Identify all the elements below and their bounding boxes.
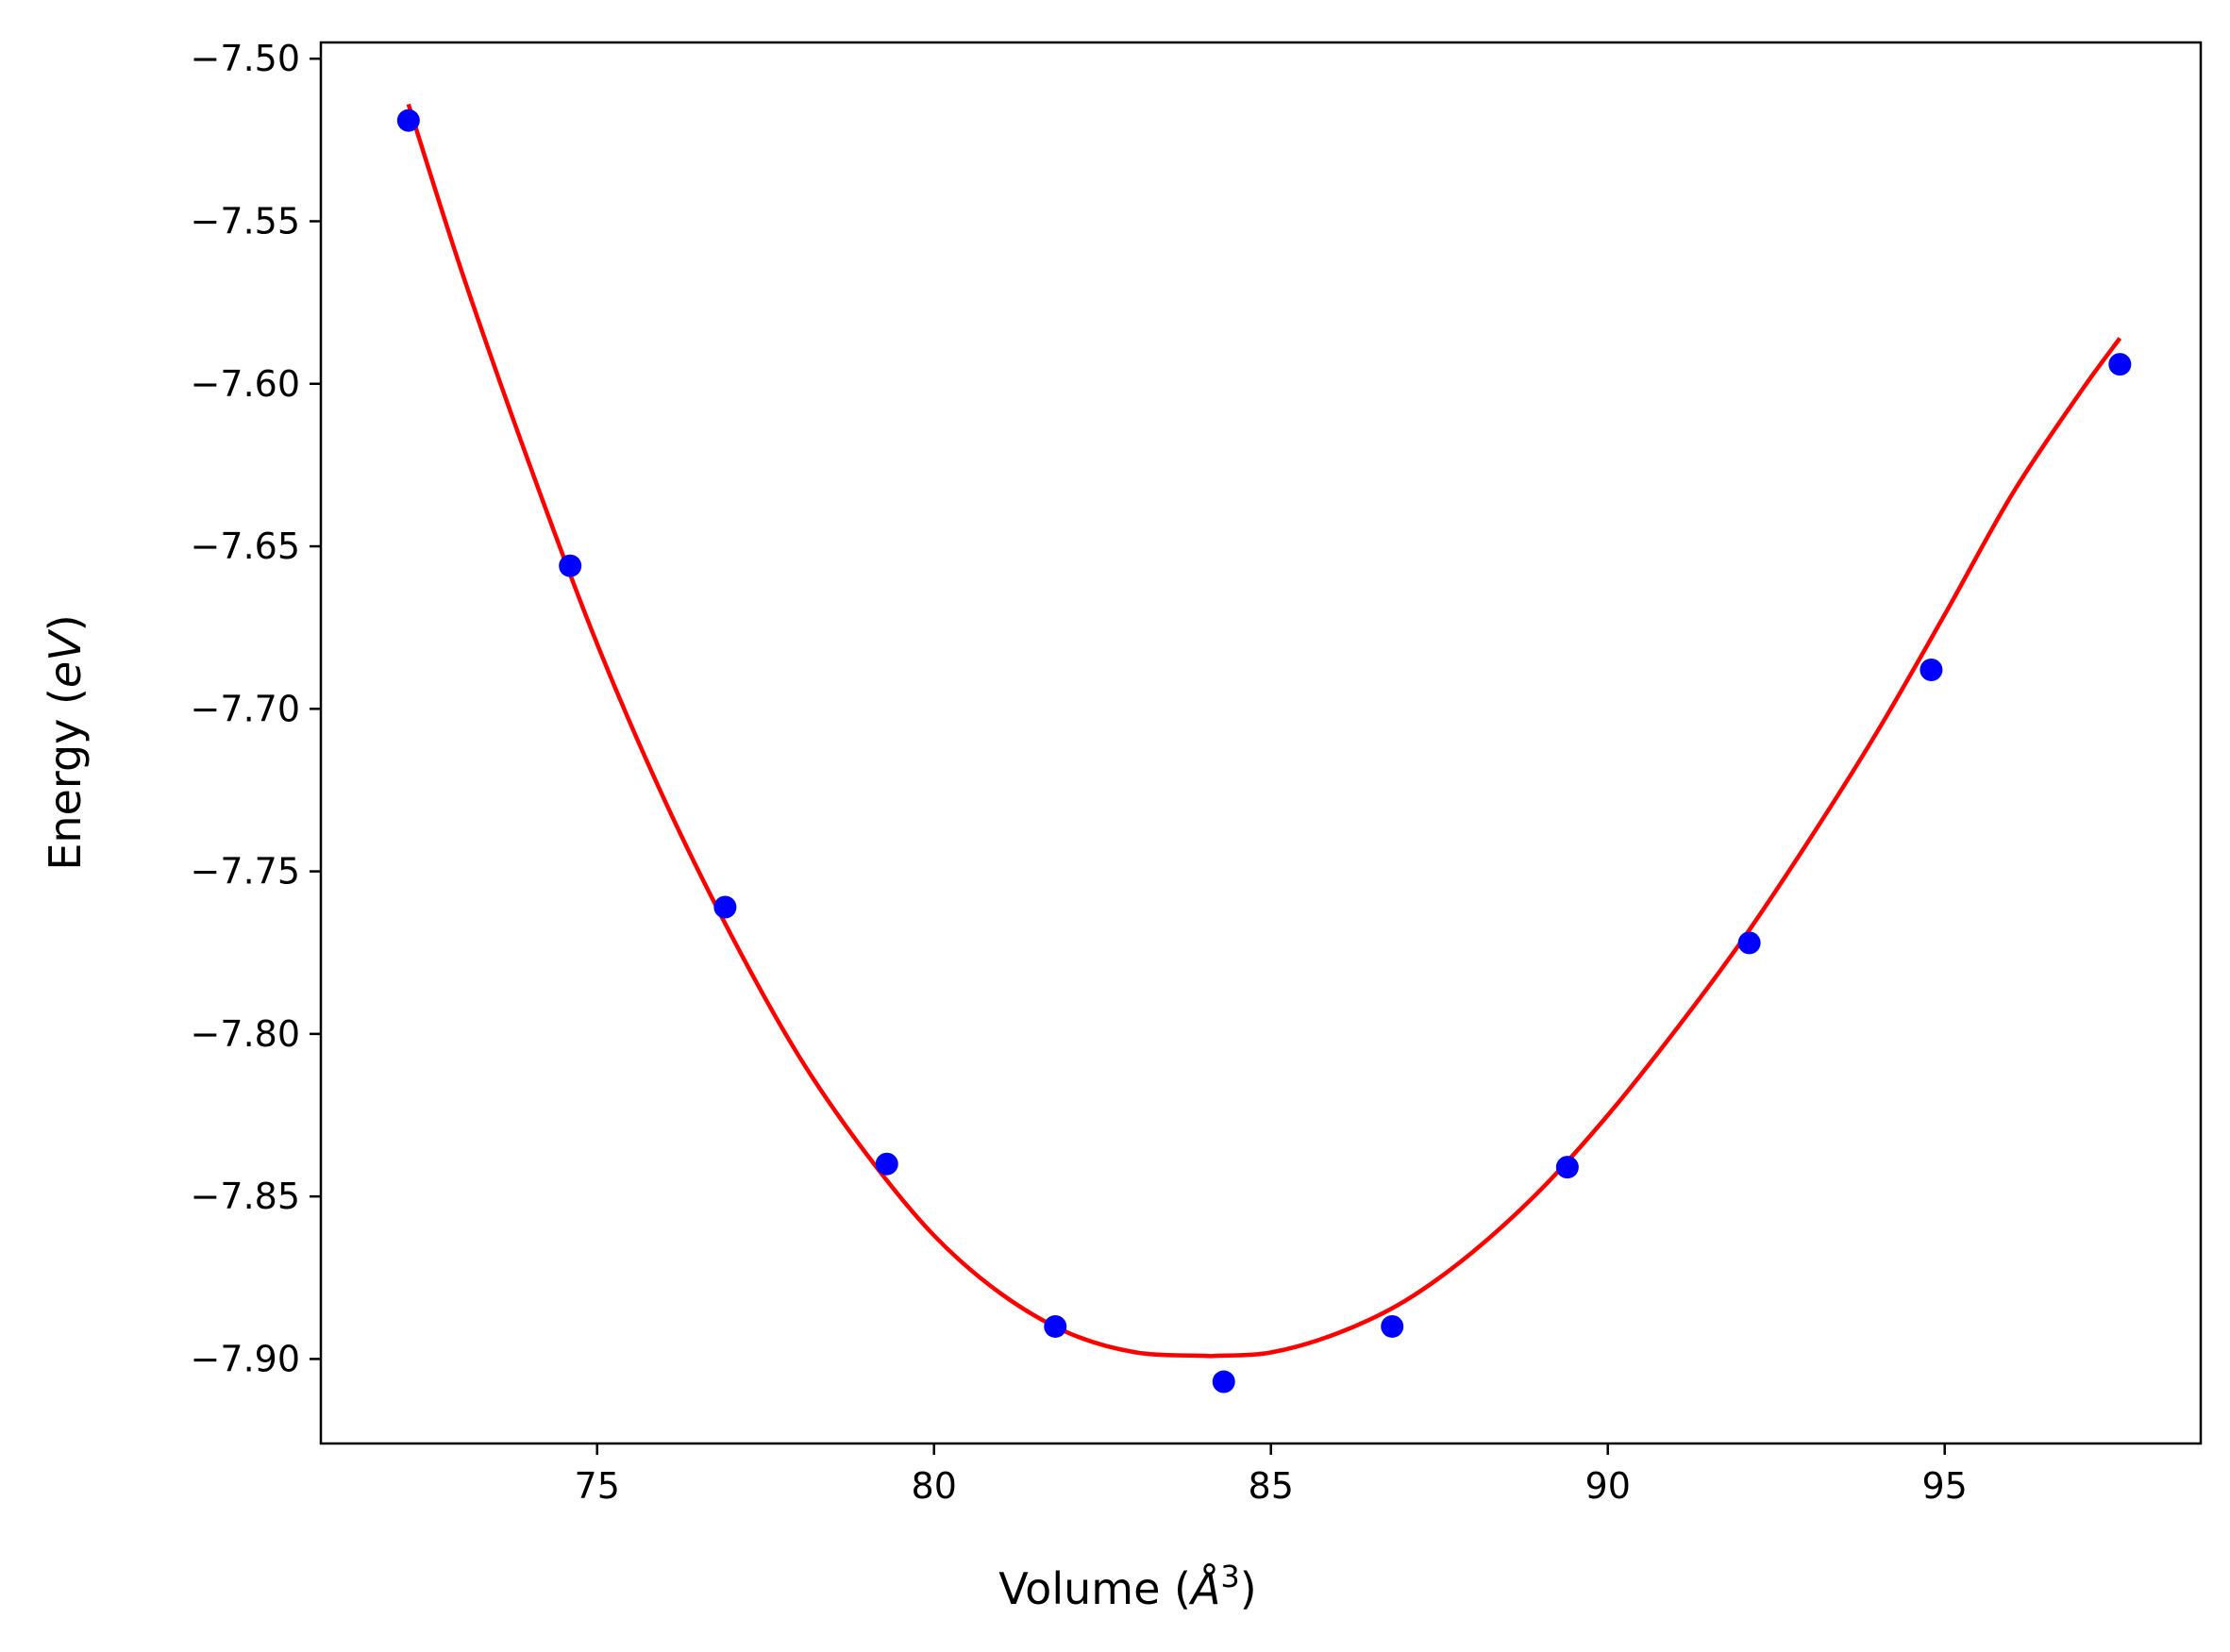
data-point bbox=[1920, 658, 1943, 681]
y-tick-label: −7.70 bbox=[191, 688, 300, 729]
y-tick-label: −7.90 bbox=[191, 1338, 300, 1379]
y-axis-ticks: −7.50 −7.55 −7.60 −7.65 −7.70 −7.75 −7.80 −7.85… bbox=[191, 38, 321, 1379]
y-tick-label: −7.50 bbox=[191, 38, 300, 79]
x-axis-label-close: ) bbox=[1240, 1563, 1257, 1614]
y-tick-label: −7.65 bbox=[191, 526, 300, 567]
data-point bbox=[713, 895, 737, 919]
y-axis-label-unit: eV bbox=[40, 628, 91, 688]
data-point bbox=[1044, 1314, 1067, 1338]
y-tick-label: −7.60 bbox=[191, 363, 300, 405]
plot-content bbox=[396, 103, 2132, 1393]
y-axis-label-close: ) bbox=[40, 614, 91, 631]
data-point bbox=[1737, 931, 1761, 955]
x-axis-label-text: Volume ( bbox=[998, 1563, 1191, 1614]
y-tick-label: −7.85 bbox=[191, 1176, 300, 1217]
fit-curve-line bbox=[406, 103, 2122, 1359]
data-point bbox=[1212, 1370, 1235, 1393]
x-tick-label: 80 bbox=[912, 1465, 957, 1507]
x-axis-label-superscript: 3 bbox=[1220, 1559, 1239, 1594]
y-tick-label: −7.55 bbox=[191, 201, 300, 242]
y-axis-label-text: Energy ( bbox=[40, 688, 91, 871]
x-tick-label: 75 bbox=[575, 1465, 620, 1507]
x-tick-label: 90 bbox=[1585, 1465, 1631, 1507]
y-tick-label: −7.75 bbox=[191, 851, 300, 893]
data-point bbox=[1381, 1314, 1404, 1338]
plot-frame bbox=[319, 41, 2203, 1445]
x-axis-label: Volume (Å3) bbox=[998, 1559, 1256, 1614]
data-point bbox=[1555, 1156, 1579, 1179]
data-point bbox=[559, 554, 582, 577]
x-axis-label-symbol: Å bbox=[1188, 1563, 1220, 1614]
x-axis-ticks: 75 80 85 90 95 bbox=[575, 1443, 1968, 1507]
x-tick-label: 85 bbox=[1249, 1465, 1294, 1507]
data-point bbox=[875, 1152, 898, 1176]
data-point bbox=[2108, 353, 2132, 376]
data-point bbox=[396, 108, 420, 132]
y-axis-label: Energy (eV) bbox=[40, 614, 91, 870]
x-tick-label: 95 bbox=[1922, 1465, 1968, 1507]
y-tick-label: −7.80 bbox=[191, 1013, 300, 1055]
